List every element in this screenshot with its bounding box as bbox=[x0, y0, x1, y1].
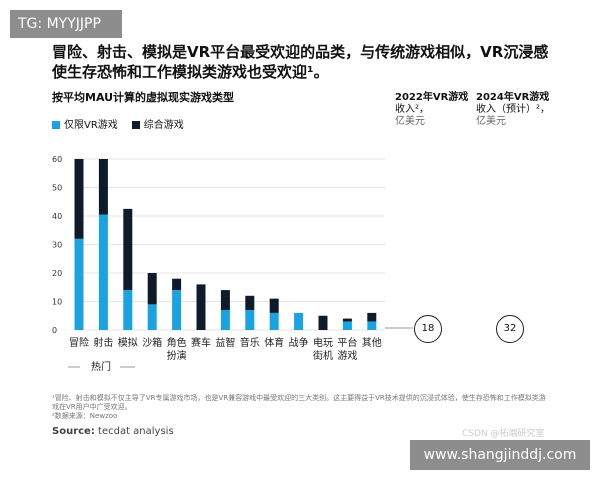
x-tick-label: 战争 bbox=[289, 336, 309, 349]
x-tick-label: 电玩 bbox=[313, 336, 333, 349]
bar-vr bbox=[172, 290, 182, 330]
bar-vr bbox=[147, 304, 157, 330]
bar-combined bbox=[318, 315, 328, 330]
x-tick-label: 音乐 bbox=[240, 336, 260, 349]
x-tick-label: 冒险 bbox=[69, 336, 89, 349]
site-label: www.shangjinddj.com bbox=[410, 440, 590, 470]
bar-vr bbox=[220, 310, 230, 330]
page-title: 冒险、射击、模拟是VR平台最受欢迎的品类，与传统游戏相似，VR沉浸感使生存恐怖和… bbox=[52, 43, 549, 81]
bar-combined bbox=[196, 284, 206, 330]
bar-combined bbox=[220, 290, 230, 311]
bar-vr bbox=[367, 321, 377, 330]
bar-vr bbox=[294, 312, 304, 330]
column-header-2024: 2024年VR游戏 收入（预计）²， 亿美元 bbox=[476, 92, 551, 127]
x-tick-label: 街机 bbox=[313, 349, 333, 362]
y-tick-label: 0 bbox=[52, 326, 57, 335]
legend-item-vr: 仅限VR游戏 bbox=[52, 116, 118, 131]
y-tick-label: 50 bbox=[52, 184, 62, 193]
x-tick-label: 体育 bbox=[264, 336, 284, 349]
footnotes: ¹冒险、射击和模拟不仅主导了VR专属游戏市场，也是VR兼容游戏中最受欢迎的三大类… bbox=[52, 394, 546, 420]
x-tick-label: 游戏 bbox=[337, 349, 357, 362]
group-label: 热门 bbox=[91, 360, 111, 373]
revenue-2022-value: 18 bbox=[414, 315, 442, 343]
x-tick-label: 沙箱 bbox=[142, 336, 162, 349]
bar-combined bbox=[123, 208, 133, 291]
bar-combined bbox=[172, 278, 182, 291]
chart-title: 按平均MAU计算的虚拟现实游戏类型 bbox=[52, 91, 235, 104]
tag-label: TG: MYYJJPP bbox=[10, 10, 122, 38]
bar-vr bbox=[245, 310, 255, 330]
y-tick-label: 20 bbox=[52, 269, 62, 278]
bar-vr bbox=[123, 290, 133, 330]
legend-item-combined: 综合游戏 bbox=[131, 116, 184, 131]
bar-combined bbox=[98, 159, 108, 215]
source: Source: tecdat analysis bbox=[52, 426, 174, 437]
watermark: CSDN @拓端研究室 bbox=[462, 429, 545, 439]
x-tick-label: 赛车 bbox=[191, 336, 211, 349]
bar-vr bbox=[74, 238, 84, 330]
x-tick-label: 角色 bbox=[167, 336, 187, 349]
bar-combined bbox=[245, 295, 255, 311]
y-tick-label: 30 bbox=[52, 241, 62, 250]
bar-vr bbox=[98, 214, 108, 330]
x-tick-label: 射击 bbox=[93, 337, 113, 349]
bar-combined bbox=[147, 273, 157, 305]
bar-vr bbox=[269, 312, 279, 330]
bar-combined bbox=[269, 298, 279, 313]
bar-combined bbox=[367, 312, 377, 322]
column-header-2022: 2022年VR游戏 收入²， 亿美元 bbox=[395, 92, 469, 127]
revenue-2024-value: 32 bbox=[496, 315, 524, 343]
x-tick-label: 模拟 bbox=[118, 336, 138, 349]
y-tick-label: 60 bbox=[52, 155, 62, 164]
legend: 仅限VR游戏 综合游戏 bbox=[52, 116, 184, 131]
x-tick-label: 平台 bbox=[337, 336, 357, 349]
bar-combined bbox=[74, 159, 84, 239]
bar-vr bbox=[342, 321, 352, 330]
bar-combined bbox=[342, 318, 352, 322]
x-tick-label: 其他 bbox=[362, 336, 382, 349]
y-tick-label: 40 bbox=[52, 212, 62, 221]
x-tick-label: 扮演 bbox=[167, 349, 187, 362]
x-tick-label: 益智 bbox=[215, 336, 235, 349]
y-tick-label: 10 bbox=[52, 298, 62, 307]
